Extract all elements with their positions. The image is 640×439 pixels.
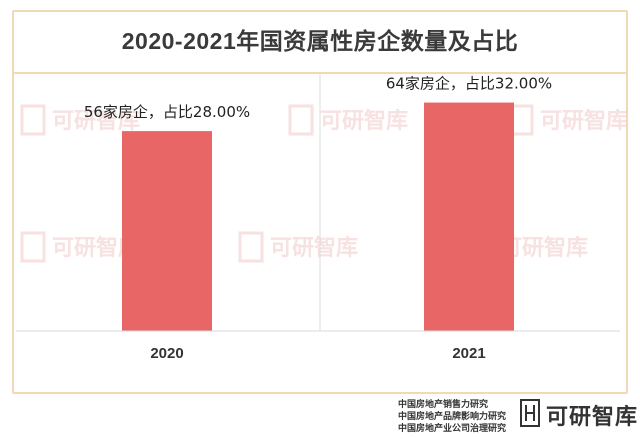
footer-research-lines: 中国房地产销售力研究 中国房地产品牌影响力研究 中国房地产业公司治理研究 — [398, 398, 506, 434]
watermark: 可研智库 — [288, 104, 408, 136]
logo-icon — [520, 399, 540, 427]
watermark-text: 可研智库 — [500, 235, 588, 261]
bar-2021 — [424, 102, 514, 331]
watermark-text: 可研智库 — [270, 235, 358, 261]
watermark: 可研智库 — [238, 231, 358, 263]
x-tick-label: 2020 — [150, 345, 183, 362]
x-tick-label: 2021 — [452, 345, 485, 362]
data-label-2020: 56家房企，占比28.00% — [84, 103, 250, 121]
footer-line: 中国房地产品牌影响力研究 — [398, 411, 507, 421]
footer-line: 中国房地产销售力研究 — [398, 399, 489, 409]
bar-2020 — [122, 131, 212, 331]
footer-line: 中国房地产业公司治理研究 — [398, 423, 507, 433]
x-tick-layer: 2020 2021 — [150, 345, 485, 362]
footer: 中国房地产销售力研究 中国房地产品牌影响力研究 中国房地产业公司治理研究 可研智… — [0, 392, 640, 439]
watermark-text: 可研智库 — [540, 108, 628, 134]
watermark-text: 可研智库 — [320, 108, 408, 134]
footer-brand: 可研智库 — [546, 404, 639, 429]
chart-title: 2020-2021年国资属性房企数量及占比 — [121, 28, 519, 54]
watermark: 可研智库 — [20, 104, 140, 136]
watermark-text: 可研智库 — [52, 108, 140, 134]
watermark: 可研智库 — [508, 104, 628, 136]
data-label-2021: 64家房企，占比32.00% — [386, 75, 552, 93]
title-divider — [14, 72, 626, 74]
bars-layer: 56家房企，占比28.00% 64家房企，占比32.00% — [84, 75, 552, 331]
